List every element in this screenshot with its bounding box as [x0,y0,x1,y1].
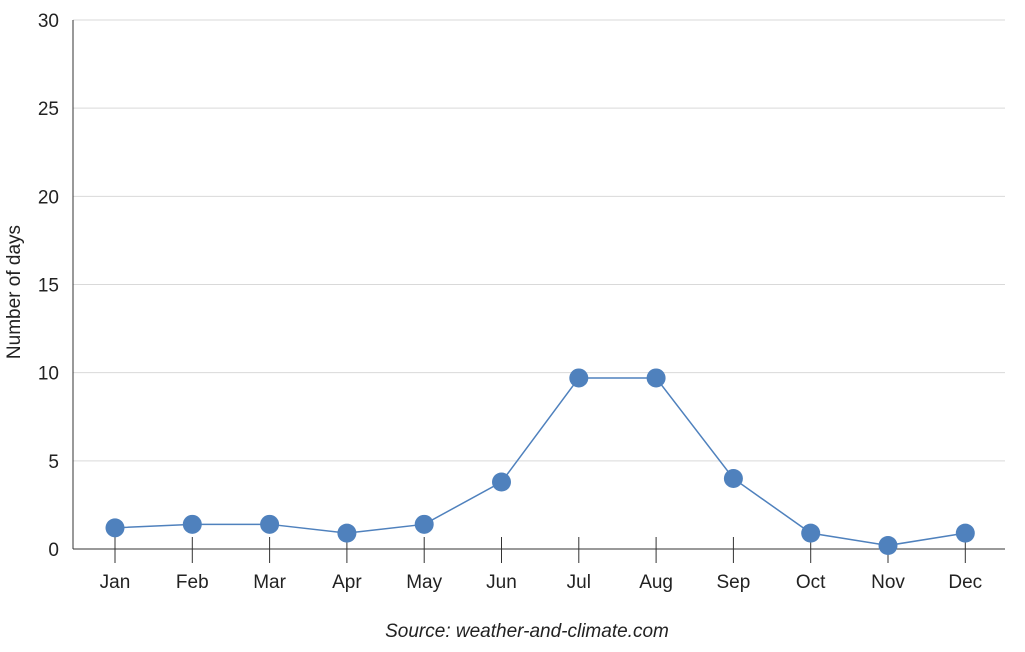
x-tick-label: Oct [796,572,826,593]
y-tick-label: 20 [38,187,59,208]
y-tick-label: 10 [38,364,59,385]
x-tick-label: Apr [332,572,362,593]
x-tick-label: Aug [639,572,673,593]
gridlines [73,19,1005,462]
x-tick-label: Jul [567,572,591,593]
data-point-dec [955,523,975,543]
y-tick-label: 25 [38,99,59,120]
data-point-mar [260,514,280,534]
data-point-nov [878,535,898,555]
x-tick-label: Feb [176,572,209,593]
axes [72,20,1005,550]
x-tick-label: Sep [716,572,750,593]
series-line [114,377,966,547]
data-point-jul [569,368,589,388]
x-tick-label: Dec [948,572,982,593]
series-line [114,377,966,547]
data-point-sep [723,468,743,488]
y-tick-label: 30 [38,11,59,32]
data-point-jan [105,518,125,538]
y-axis-title: Number of days [4,225,25,359]
data-point-oct [801,523,821,543]
data-point-apr [337,523,357,543]
source-caption: Source: weather-and-climate.com [385,621,669,642]
data-points [105,368,975,555]
data-point-feb [182,514,202,534]
data-point-may [414,514,434,534]
x-tick-label: Jan [100,572,131,593]
data-point-jun [492,472,511,492]
x-tick-label: Jun [486,572,517,593]
data-point-aug [646,368,666,388]
y-tick-labels: 0 5 10 15 20 25 30 [38,11,59,561]
y-tick-label: 5 [48,452,59,473]
x-tick-label: Nov [871,572,905,593]
y-tick-label: 0 [48,540,59,561]
x-tick-marks-and-labels: Jan Feb Mar Apr May Jun Jul Aug Sep Oct Nov Dec [100,537,982,593]
y-tick-label: 15 [38,276,59,297]
x-tick-label: May [406,572,442,593]
x-tick-label: Mar [253,572,286,593]
